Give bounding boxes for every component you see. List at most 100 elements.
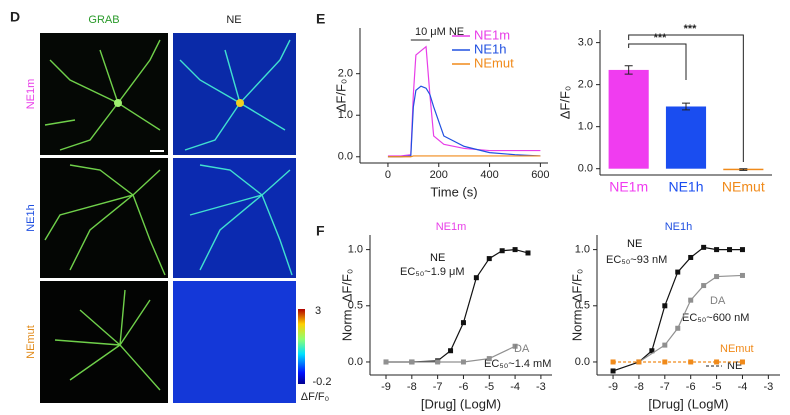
- y-axis-label: ΔF/F₀: [333, 79, 348, 113]
- significance-bracket: [628, 34, 744, 162]
- x-tick-label: 200: [430, 169, 448, 181]
- data-point: [714, 359, 720, 365]
- data-point: [636, 359, 642, 365]
- data-point: [688, 359, 694, 365]
- chart-title: NE1h: [665, 221, 693, 233]
- data-point: [610, 368, 616, 374]
- data-point: [486, 256, 492, 262]
- x-tick-label: -9: [608, 381, 618, 393]
- category-label: NEmut: [722, 179, 765, 195]
- panel-label: F: [316, 223, 325, 239]
- y-tick-label: 0.5: [348, 300, 363, 312]
- trace: [387, 45, 541, 157]
- data-point: [662, 303, 668, 309]
- data-point: [688, 254, 694, 260]
- data-point: [739, 247, 745, 253]
- x-tick-label: 600: [531, 169, 549, 181]
- bar: [608, 69, 649, 169]
- data-point: [688, 297, 694, 303]
- y-axis-label: Norm. ΔF/F₀: [569, 269, 584, 342]
- data-point: [662, 342, 668, 348]
- data-point: [383, 359, 389, 365]
- bar: [665, 106, 707, 169]
- micrographs: [40, 33, 296, 403]
- chart-title: NE1m: [436, 221, 467, 233]
- data-point: [512, 247, 518, 253]
- series-label: NEmut: [720, 343, 754, 355]
- data-point: [675, 269, 681, 275]
- data-point: [649, 348, 655, 354]
- y-tick-label: 1.0: [348, 244, 363, 256]
- y-tick-label: 1.0: [338, 109, 353, 121]
- y-tick-label: 3.0: [578, 37, 593, 49]
- data-point: [409, 359, 415, 365]
- y-tick-label: 2.0: [338, 68, 353, 80]
- annotation: 10 μM NE: [415, 26, 464, 38]
- error-bar: [682, 102, 690, 111]
- data-point: [525, 250, 531, 256]
- x-tick-label: -5: [712, 381, 722, 393]
- y-tick-label: 0.0: [348, 356, 363, 368]
- image: [40, 281, 168, 403]
- x-tick-label: -4: [738, 381, 748, 393]
- column-header: GRAB: [88, 14, 119, 26]
- series-label: NE: [430, 252, 445, 264]
- annotation: EC₅₀~93 nM: [606, 254, 667, 266]
- colorbar: [298, 309, 305, 384]
- annotation: EC₅₀~1.9 μM: [400, 266, 465, 278]
- x-tick-label: -7: [433, 381, 443, 393]
- data-point: [460, 320, 466, 326]
- fit-line: [612, 246, 743, 372]
- annotation: ***: [654, 32, 668, 44]
- data-point: [662, 359, 668, 365]
- legend-label: NE1h: [474, 41, 507, 56]
- x-tick-label: -8: [407, 381, 417, 393]
- data-point: [701, 283, 707, 289]
- x-tick-label: -6: [459, 381, 469, 393]
- data-point: [714, 247, 720, 253]
- data-point: [473, 275, 479, 281]
- data-point: [448, 348, 454, 354]
- row-label: NE1m: [25, 79, 37, 110]
- data-point: [675, 325, 681, 331]
- significance-bracket: [628, 43, 687, 80]
- y-axis-label: Norm. ΔF/F₀: [339, 269, 354, 342]
- legend-label: NEmut: [474, 55, 514, 70]
- x-axis-label: [Drug] (LogM): [648, 396, 728, 411]
- error-bar: [624, 65, 633, 75]
- colorbar-label: ΔF/F₀: [301, 391, 329, 403]
- y-tick-label: 0.0: [338, 151, 353, 163]
- y-tick-label: 0.0: [578, 163, 593, 175]
- x-tick-label: -4: [510, 381, 520, 393]
- data-point: [739, 272, 745, 278]
- annotation: ***: [684, 23, 698, 35]
- y-tick-label: 0.0: [575, 356, 590, 368]
- y-axis-label: ΔF/F₀: [557, 86, 572, 120]
- x-tick-label: -3: [763, 381, 773, 393]
- data-point: [727, 247, 733, 253]
- x-axis-label: Time (s): [430, 184, 477, 199]
- y-tick-label: 2.0: [578, 79, 593, 91]
- image: [173, 33, 296, 155]
- image: [40, 33, 168, 155]
- fit-line: [386, 345, 516, 363]
- panel-label: D: [10, 9, 20, 25]
- annotation: EC₅₀~1.4 mM: [484, 358, 551, 370]
- category-label: NE1m: [609, 179, 648, 195]
- annotation: NE: [727, 360, 742, 372]
- series-label: NE: [627, 238, 642, 250]
- data-point: [610, 359, 616, 365]
- category-label: NE1h: [668, 179, 703, 195]
- x-axis-label: [Drug] (LogM): [421, 396, 501, 411]
- legend-label: NE1m: [474, 27, 510, 42]
- image: [173, 281, 296, 403]
- panel-label: E: [316, 11, 325, 27]
- row-label: NE1h: [25, 204, 37, 232]
- trace: [387, 85, 541, 158]
- x-tick-label: 400: [480, 169, 498, 181]
- data-point: [714, 274, 720, 280]
- series-label: DA: [514, 343, 530, 355]
- x-tick-label: -6: [686, 381, 696, 393]
- x-tick-label: -8: [634, 381, 644, 393]
